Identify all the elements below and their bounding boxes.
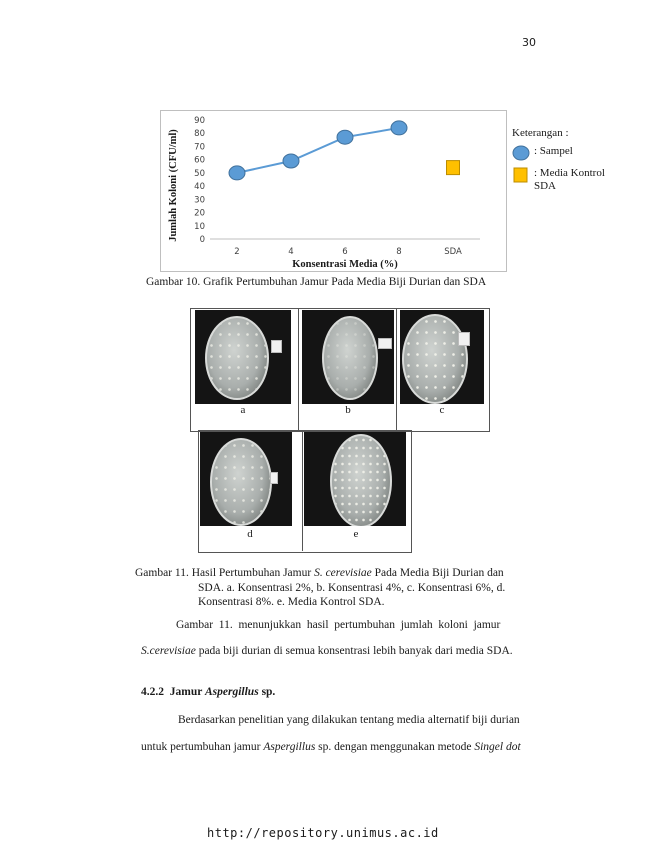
y-tick-label: 80 — [194, 129, 205, 139]
sampel-series-line — [236, 126, 400, 174]
caption-rest: Pada Media Biji Durian dan — [371, 567, 504, 579]
paragraph-2-line-1: Berdasarkan penelitian yang dilakukan te… — [178, 714, 520, 726]
legend-circle-marker — [512, 145, 530, 161]
y-tick-label: 30 — [194, 195, 205, 205]
sampel-data-point — [336, 129, 354, 145]
plate-photo-b — [302, 310, 394, 404]
plate-photo-a — [195, 310, 291, 404]
section-title-prefix: Jamur — [169, 686, 205, 698]
x-tick-label: 8 — [396, 247, 401, 257]
page-number: 30 — [522, 36, 536, 49]
photo-label-a: a — [240, 404, 246, 416]
photo-label-e: e — [353, 528, 359, 540]
colony-growth-chart: 0 10 20 30 40 50 60 70 80 90 2 4 6 8 SDA Konsentrasi Me… — [168, 116, 480, 270]
chart-frame — [160, 110, 507, 272]
y-tick-label: 10 — [194, 222, 205, 232]
x-tick-label: 2 — [234, 247, 239, 257]
paragraph-2-method: Singel dot — [474, 741, 521, 753]
figure-10-caption: Gambar 10. Grafik Pertumbuhan Jamur Pada… — [146, 276, 487, 288]
paragraph-2-a: untuk pertumbuhan jamur — [141, 741, 264, 753]
figure-11-caption: Gambar 11. Hasil Pertumbuhan Jamur S. ce… — [135, 566, 505, 610]
x-axis-title: Konsentrasi Media (%) — [292, 259, 398, 270]
paragraph-1-line-2: S.cerevisiae pada biji durian di semua k… — [141, 645, 513, 657]
caption-prefix: Gambar 11. Hasil Pertumbuhan Jamur — [135, 567, 315, 579]
section-title-genus: Aspergillus — [205, 686, 259, 698]
photo-label-c: c — [439, 404, 445, 416]
grid-divider — [298, 308, 299, 430]
paragraph-2-line-2: untuk pertumbuhan jamur Aspergillus sp. … — [141, 741, 521, 753]
sda-data-point — [446, 160, 460, 176]
y-axis-title: Jumlah Koloni (CFU/ml) — [168, 129, 179, 242]
legend-label-sampel: : Sampel — [534, 145, 573, 157]
y-tick-label: 60 — [194, 156, 205, 166]
paragraph-2-genus: Aspergillus — [263, 741, 316, 753]
y-tick-label: 0 — [200, 235, 205, 245]
photo-grid-top — [190, 308, 490, 432]
paragraph-2-b: sp. dengan menggunakan metode — [315, 741, 475, 753]
caption-species: S. cerevisiae — [314, 567, 372, 579]
y-tick-label: 90 — [194, 116, 205, 126]
plate-photo-d — [200, 432, 292, 526]
caption-line-3: Konsentrasi 8%. e. Media Kontrol SDA. — [198, 596, 385, 608]
photo-label-d: d — [247, 528, 253, 540]
legend-item-sda: : Media Kontrol SDA — [512, 167, 606, 193]
section-heading: 4.2.2 Jamur Aspergillus sp. — [141, 686, 275, 698]
grid-divider — [302, 430, 303, 551]
sampel-data-point — [282, 153, 300, 169]
plate-photo-c — [400, 310, 484, 404]
legend-label-sda: : Media Kontrol SDA — [534, 167, 605, 192]
x-tick-label: 6 — [342, 247, 347, 257]
grid-divider — [396, 308, 397, 430]
section-title-suffix: sp. — [258, 686, 276, 698]
paragraph-1-species: S.cerevisiae — [141, 645, 196, 657]
legend-item-sampel: : Sampel — [512, 145, 606, 161]
paragraph-1-line-1: Gambar 11. menunjukkan hasil pertumbuhan… — [176, 619, 501, 631]
section-number: 4.2.2 — [141, 686, 164, 698]
y-tick-label: 70 — [194, 142, 205, 152]
x-tick-label: 4 — [288, 247, 293, 257]
paragraph-1-rest: pada biji durian di semua konsentrasi le… — [195, 645, 513, 657]
y-tick-label: 50 — [194, 169, 205, 179]
y-tick-label: 20 — [194, 209, 205, 219]
sampel-data-point — [390, 120, 408, 136]
legend-square-marker — [513, 167, 528, 183]
photo-grid-bottom — [198, 430, 412, 553]
y-tick-label: 40 — [194, 182, 205, 192]
footer-url: http://repository.unimus.ac.id — [207, 826, 439, 840]
plate-photo-e — [304, 432, 406, 526]
legend-title: Keterangan : — [512, 127, 569, 139]
sampel-data-point — [228, 165, 246, 181]
photo-label-b: b — [345, 404, 351, 416]
chart-legend: Keterangan : : Sampel : Media Kontrol SD… — [512, 127, 606, 193]
caption-line-2: SDA. a. Konsentrasi 2%, b. Konsentrasi 4… — [198, 581, 506, 594]
x-tick-label: SDA — [444, 247, 462, 257]
